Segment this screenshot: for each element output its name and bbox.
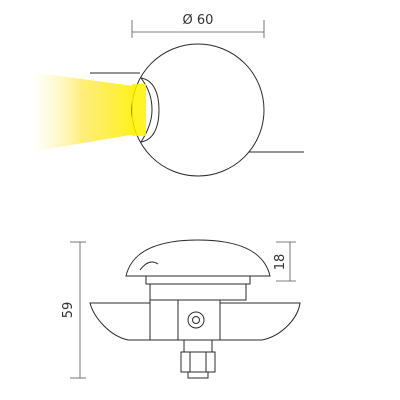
light-slot — [139, 77, 160, 143]
top-view: Ø 60 — [30, 13, 304, 177]
dome-cap — [125, 239, 271, 277]
diameter-label: Ø 60 — [183, 13, 214, 28]
body-collar — [149, 283, 247, 301]
cable-stub — [187, 371, 209, 379]
dome-height-label: 18 — [273, 254, 288, 271]
gland-upper — [183, 339, 213, 353]
neck-ring — [145, 275, 251, 285]
slot-opening — [132, 84, 146, 136]
gland-lower — [180, 351, 216, 373]
cap-notch — [139, 261, 159, 271]
diameter-dimension: Ø 60 — [131, 13, 265, 38]
side-view: 59 18 — [61, 239, 301, 379]
clamp-body — [149, 299, 221, 341]
overall-height-label: 59 — [61, 302, 76, 319]
dome-height-dimension: 18 — [273, 241, 296, 282]
overall-height-dimension: 59 — [61, 241, 86, 379]
light-beam — [30, 72, 148, 152]
screw-center — [192, 316, 200, 324]
